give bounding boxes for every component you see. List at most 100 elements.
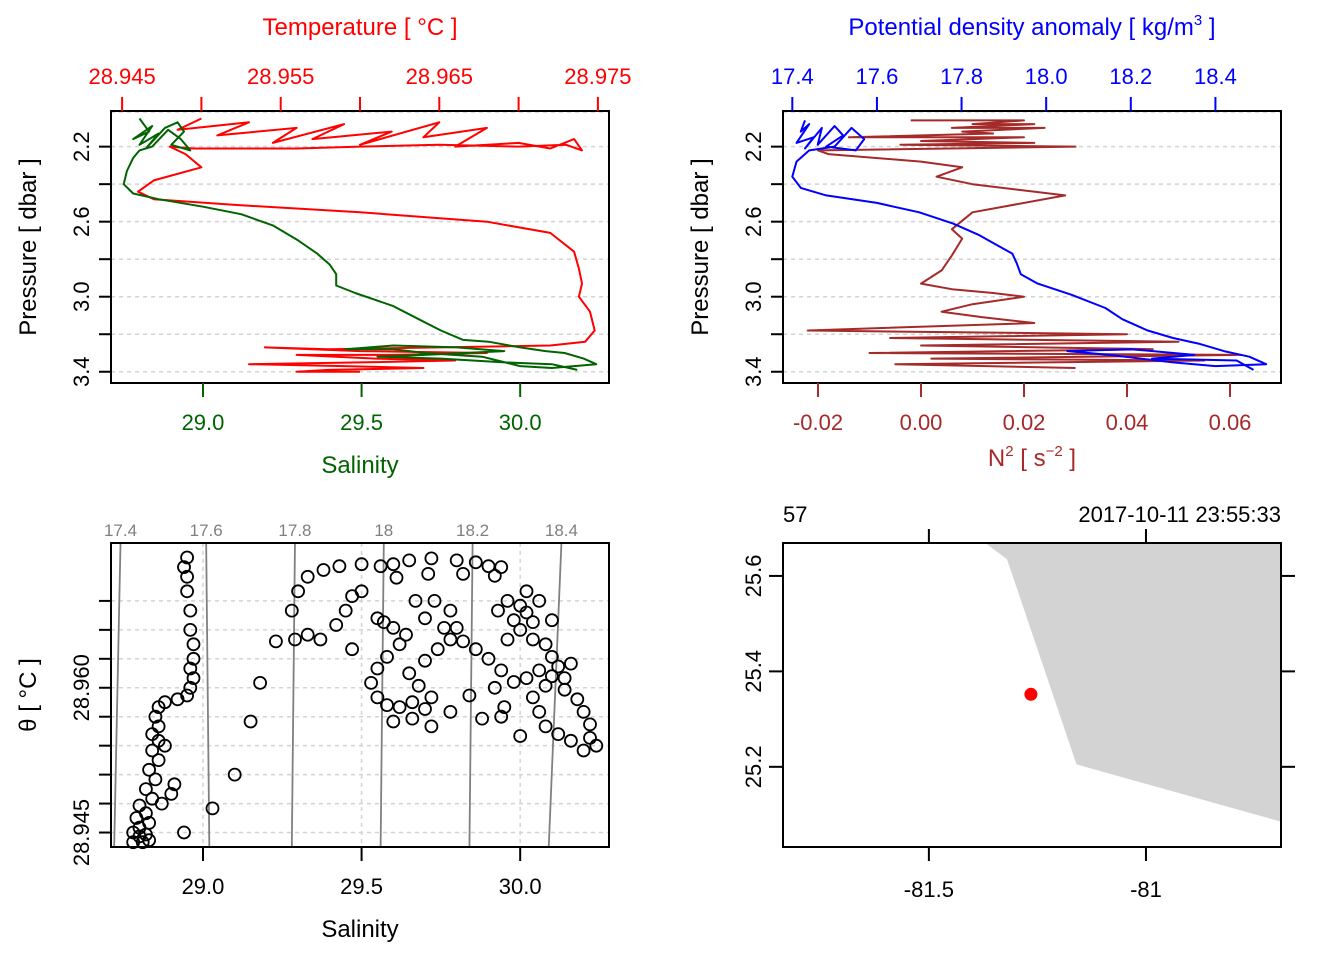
x-tick-label: 18.0 bbox=[1025, 64, 1068, 89]
density-axis: 17.4 17.6 17.8 18.0 18.2 18.4 bbox=[771, 64, 1237, 111]
ts-point bbox=[300, 569, 315, 584]
ts-point bbox=[564, 733, 578, 748]
ts-point bbox=[437, 621, 452, 635]
ts-point bbox=[408, 594, 423, 608]
ts-point bbox=[545, 650, 559, 664]
ts-point bbox=[380, 650, 394, 664]
ts-point bbox=[288, 632, 302, 647]
ts-point bbox=[513, 729, 528, 743]
ts-point bbox=[411, 678, 426, 693]
ts-point bbox=[183, 680, 198, 695]
ts-point bbox=[183, 661, 198, 676]
density-axis-title: Potential density anomaly [ kg/m3 ] bbox=[848, 12, 1215, 41]
y-tick-label: 25.4 bbox=[741, 650, 766, 693]
ts-point bbox=[494, 663, 509, 678]
pressure-axis-title: Pressure [ dbar ] bbox=[15, 158, 42, 335]
salinity-line bbox=[122, 117, 598, 371]
profile-series bbox=[122, 117, 598, 373]
ts-point bbox=[142, 816, 157, 830]
isopycnal-label: 18 bbox=[374, 521, 393, 540]
ts-point bbox=[386, 714, 401, 729]
land-polygon bbox=[985, 543, 1281, 822]
salinity-axis-title: Salinity bbox=[321, 452, 398, 479]
x-tick-label: 18.2 bbox=[1109, 64, 1152, 89]
station-time-label: 2017-10-11 23:55:33 bbox=[1078, 502, 1281, 527]
ts-point bbox=[177, 560, 191, 574]
y-tick-label: 2.6 bbox=[741, 206, 766, 237]
ts-point bbox=[186, 651, 201, 666]
ts-point bbox=[456, 634, 471, 649]
isopycnal-label: 18.4 bbox=[545, 521, 578, 540]
ts-point bbox=[424, 551, 439, 566]
ts-point bbox=[491, 603, 505, 618]
ts-point bbox=[506, 613, 521, 628]
pressure-gridlines bbox=[111, 111, 609, 373]
density-n2-profile-panel: 2.2 2.6 3.0 3.4 17.4 17.6 17.8 18.0 18.2 18.4 -0… bbox=[687, 12, 1282, 472]
x-tick-label: 0.04 bbox=[1106, 410, 1149, 435]
ts-point bbox=[138, 782, 153, 796]
x-tick-label: -81 bbox=[1130, 877, 1162, 902]
ts-point bbox=[494, 709, 509, 724]
profile-series bbox=[791, 119, 1268, 371]
plot-frame bbox=[782, 110, 1282, 384]
station-marker bbox=[1024, 687, 1038, 701]
ts-point bbox=[449, 621, 464, 635]
ts-point bbox=[430, 642, 445, 657]
isopycnal-line bbox=[468, 542, 474, 848]
ts-point bbox=[532, 663, 547, 678]
ts-point bbox=[354, 557, 369, 572]
ts-point bbox=[243, 714, 258, 729]
map-frame bbox=[782, 542, 1282, 848]
x-tick-label: 0.06 bbox=[1209, 410, 1252, 435]
x-tick-label: 28.975 bbox=[564, 64, 631, 89]
ts-point bbox=[180, 688, 195, 703]
station-id-label: 57 bbox=[783, 502, 807, 527]
ts-point bbox=[519, 584, 534, 599]
ts-point bbox=[183, 623, 198, 637]
ts-point bbox=[370, 690, 385, 705]
ts-point bbox=[494, 560, 509, 574]
isopycnal-labels: 17.4 17.6 17.8 18 18.2 18.4 bbox=[104, 521, 578, 540]
ts-point bbox=[177, 825, 191, 840]
ts-point bbox=[532, 594, 547, 608]
ts-point bbox=[497, 700, 512, 714]
ts-point bbox=[157, 695, 172, 710]
ts-point bbox=[405, 695, 420, 710]
ts-point bbox=[519, 605, 534, 620]
ts-point bbox=[268, 634, 283, 649]
salinity-axis-title: Salinity bbox=[321, 916, 398, 943]
ts-point bbox=[142, 762, 157, 777]
ts-point bbox=[526, 615, 540, 629]
y-tick-label: 2.2 bbox=[69, 131, 94, 162]
isopycnal-line bbox=[113, 542, 122, 848]
ts-point bbox=[370, 661, 385, 676]
isopycnal-label: 17.6 bbox=[190, 521, 223, 540]
ts-point bbox=[418, 611, 432, 626]
x-tick-label: 17.6 bbox=[856, 64, 899, 89]
ts-point bbox=[576, 743, 591, 758]
ts-point bbox=[468, 642, 483, 657]
x-tick-label: 0.02 bbox=[1003, 410, 1046, 435]
ts-point bbox=[557, 682, 572, 697]
ts-point bbox=[481, 651, 496, 666]
ts-point bbox=[354, 584, 369, 599]
y-tick-label: 28.960 bbox=[69, 654, 94, 721]
x-tick-label: 28.965 bbox=[406, 64, 473, 89]
salinity-axis: 29.0 29.5 30.0 bbox=[182, 383, 542, 435]
pressure-axis: 2.2 2.6 3.0 3.4 bbox=[741, 131, 783, 387]
ts-point bbox=[300, 627, 315, 642]
x-tick-label: 18.4 bbox=[1194, 64, 1237, 89]
ts-point bbox=[545, 613, 559, 628]
ts-point bbox=[373, 559, 388, 574]
ts-point bbox=[167, 777, 182, 792]
plot-frame bbox=[110, 542, 610, 848]
x-tick-label: -0.02 bbox=[793, 410, 843, 435]
x-tick-label: 0.00 bbox=[900, 410, 943, 435]
ts-point bbox=[421, 567, 436, 581]
x-tick-label: 30.0 bbox=[499, 874, 542, 899]
ts-point bbox=[316, 563, 331, 577]
isopycnal-label: 17.4 bbox=[104, 521, 137, 540]
ts-point bbox=[183, 603, 198, 618]
ts-point bbox=[418, 702, 432, 716]
ts-point bbox=[427, 594, 442, 608]
